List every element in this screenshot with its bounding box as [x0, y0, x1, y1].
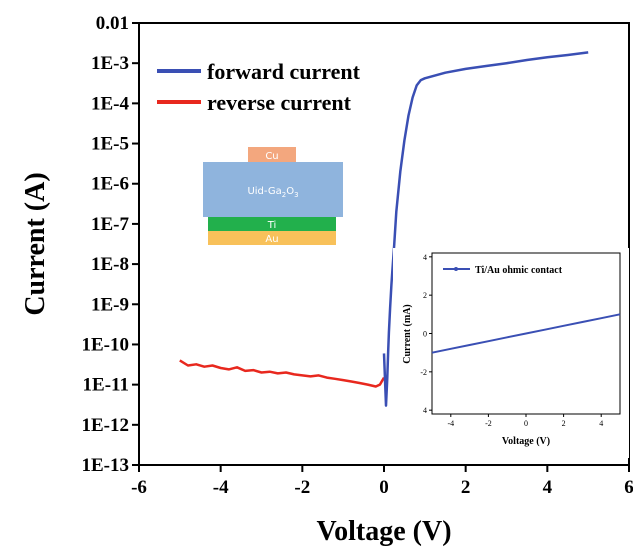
inset-series-group: [431, 313, 621, 354]
inset-y-axis-title: Current (mA): [402, 304, 413, 364]
main-x-tick-label: 0: [379, 477, 389, 498]
main-y-tick-label: 1E-9: [91, 294, 129, 315]
main-x-tick-label: -2: [294, 477, 310, 498]
main-x-tick-label: 4: [543, 477, 553, 498]
main-y-tick-label: 1E-3: [91, 53, 129, 74]
inset-x-tick-label: -2: [485, 419, 492, 428]
inset-x-tick-label: 4: [599, 419, 603, 428]
inset-y-tick-label: 4: [423, 253, 427, 262]
inset-y-tick-label: 0: [423, 330, 427, 339]
inset-x-tick-labels: -4 -2 0 2 4: [447, 419, 603, 428]
inset-background: [393, 248, 629, 458]
inset-x-tick-label: 2: [562, 419, 566, 428]
main-x-tick-label: 2: [461, 477, 471, 498]
main-y-tick-label: 1E-13: [82, 455, 130, 476]
inset-legend-label: Ti/Au ohmic contact: [475, 265, 563, 276]
main-y-tick-label: 0.01: [96, 13, 129, 34]
legend-forward-label: forward current: [207, 59, 361, 84]
main-x-tick-label: -4: [213, 477, 229, 498]
main-y-tick-label: 1E-6: [91, 174, 129, 195]
ga2o3-layer-label: Uid-Ga2O3: [247, 186, 298, 199]
legend-reverse-label: reverse current: [207, 90, 352, 115]
inset-x-axis-title: Voltage (V): [502, 436, 550, 447]
main-y-tick-label: 1E-4: [91, 93, 130, 114]
inset-y-tick-label: 4: [423, 406, 427, 415]
ti-layer: [208, 217, 336, 231]
inset-legend-marker: [454, 267, 458, 271]
inset-axis-ticks: [429, 256, 602, 417]
inset-x-tick-label: -4: [447, 419, 454, 428]
inset-chart: 4 2 0 -2 4 -4 -2 0 2 4 Ti/Au ohmic contact Volta…: [393, 248, 629, 458]
inset-y-tick-label: -2: [420, 368, 427, 377]
main-y-tick-label: 1E-8: [91, 254, 129, 275]
main-x-tick-label: 6: [624, 477, 633, 498]
au-layer-label: Au: [265, 234, 278, 245]
main-legend: forward current reverse current: [157, 59, 361, 115]
cu-electrode-layer: [248, 147, 296, 162]
ti-layer-label: Ti: [267, 220, 277, 231]
inset-y-tick-label: 2: [423, 291, 427, 300]
y-axis-title: Current (A): [20, 172, 51, 315]
main-y-tick-label: 1E-7: [91, 214, 130, 235]
inset-y-tick-labels: 4 2 0 -2 4: [420, 253, 427, 415]
main-y-tick-label: 1E-5: [91, 134, 129, 155]
cu-layer-label: Cu: [265, 151, 278, 162]
main-x-tick-labels: -6 -4 -2 0 2 4 6: [131, 477, 633, 498]
x-axis-title: Voltage (V): [316, 516, 451, 547]
main-y-tick-label: 1E-10: [82, 334, 130, 355]
main-x-tick-label: -6: [131, 477, 147, 498]
main-plot-frame: [138, 22, 630, 466]
main-y-tick-label: 1E-12: [82, 415, 130, 436]
reverse-current-line: [179, 359, 386, 388]
au-layer: [208, 231, 336, 245]
inset-x-tick-label: 0: [524, 419, 528, 428]
main-series-group: [179, 51, 589, 407]
main-y-tick-label: 1E-11: [83, 375, 129, 396]
forward-current-line: [382, 51, 589, 407]
main-axis-ticks: [132, 22, 630, 472]
main-y-tick-labels: 1E-13 1E-12 1E-11 1E-10 1E-9 1E-8 1E-7 1E-6 1E-5…: [82, 13, 130, 476]
ga2o3-layer: [203, 162, 343, 217]
ti-au-ohmic-line: [431, 313, 621, 354]
device-schematic: Cu Uid-Ga2O3 Ti Au: [203, 147, 343, 245]
